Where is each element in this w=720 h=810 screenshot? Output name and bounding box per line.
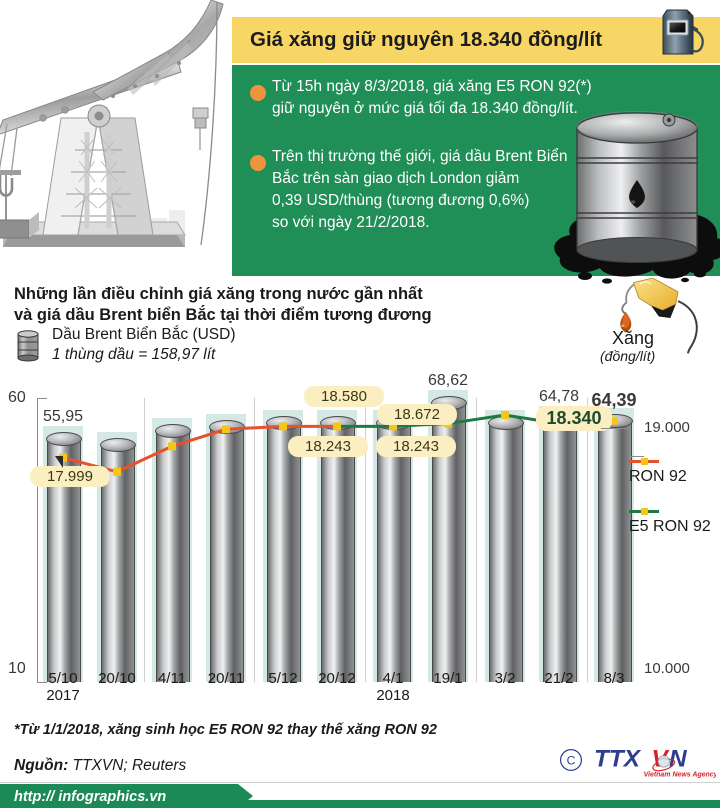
svg-text:TTX: TTX (594, 746, 642, 773)
svg-text:C: C (567, 753, 576, 767)
svg-text:Vietnam News Agency: Vietnam News Agency (644, 771, 716, 778)
svg-text:http:// infographics.vn: http:// infographics.vn (14, 789, 166, 805)
